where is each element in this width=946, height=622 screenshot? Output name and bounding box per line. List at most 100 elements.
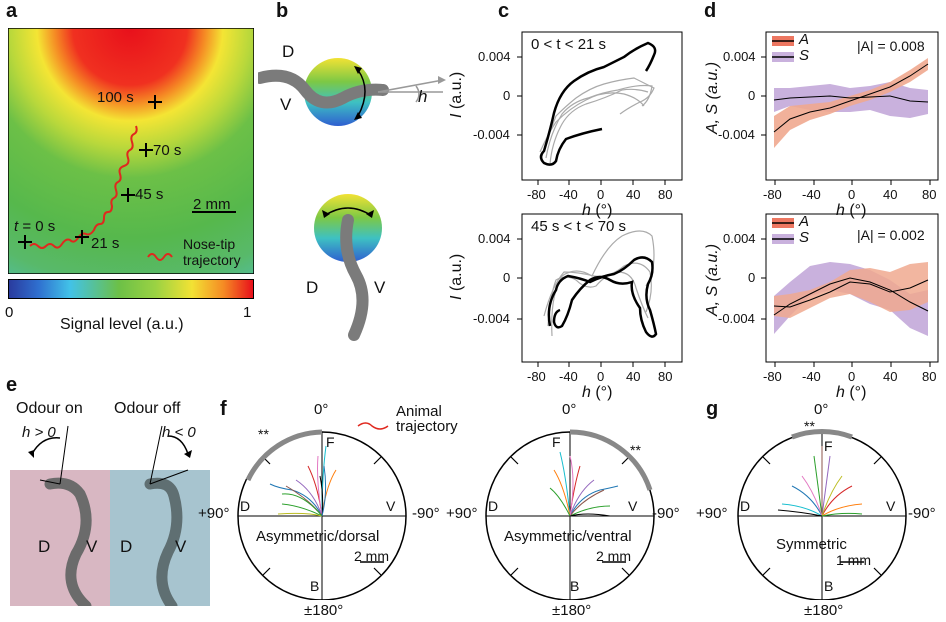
circle-ventral [485,429,655,600]
odour-on-photo [10,470,110,606]
g-left-angle: +90° [696,505,728,522]
legend-trajectory-swatch [147,253,173,261]
d-ylabel-bottom: A, S (a.u.) [704,243,721,316]
d-ylabel-top: A, S (a.u.) [704,61,721,134]
c-xtick-bot-4: 80 [658,369,673,384]
time-label-t0: t = 0 s [14,218,56,235]
c-xtick-bot-1: -40 [559,369,578,384]
d-xlabel-top: h (°) [836,202,867,219]
d-xtick-bot-2: 0 [848,369,856,384]
colorbar-label: Signal level (a.u.) [60,316,184,333]
d-xtick-top-4: 80 [922,187,937,202]
panel-g-circle [737,429,907,600]
panel-label-f: f [220,398,227,420]
panel-label-c: c [498,0,510,22]
c-xtick-top-0: -80 [527,187,546,202]
d-abs-top: |A| = 0.008 [857,38,925,54]
f2-bottom-angle: ±180° [552,602,592,619]
f2-F: F [552,434,561,450]
d-abs-bottom: |A| = 0.002 [857,227,925,243]
f1-left-angle: +90° [198,505,230,522]
e-V1: V [86,537,98,556]
g-B: B [824,578,834,594]
e-D1: D [38,537,51,556]
d-top-legend-S: S [799,47,810,64]
g-bottom-angle: ±180° [804,602,844,619]
f2-scale: 2 mm [596,548,631,564]
f2-left-angle: +90° [446,505,478,522]
f1-top-angle: 0° [314,401,329,418]
odour-on-label: Odour on [16,400,83,417]
g-V: V [886,498,896,514]
d-xtick-top-2: 0 [848,187,856,202]
odour-gradient-map [8,28,254,274]
d-xtick-bot-1: -40 [802,369,821,384]
b-h-label: h [418,87,428,106]
h-negative-label: h < 0 [162,424,196,441]
colorbar [8,279,254,299]
g-sig: ** [804,418,815,434]
time-label-100s: 100 s [97,89,134,106]
odour-off-label: Odour off [114,400,181,417]
d-ytick-bot-2: -0.004 [718,311,755,326]
d-xlabel-bottom: h (°) [836,384,867,401]
head-angle-diagram [258,58,446,341]
c-xtick-top-4: 80 [658,187,673,202]
animal-trajectory-label: Animal trajectory [396,403,458,435]
c-ytick-bot-2: -0.004 [473,311,510,326]
panel-label-g: g [706,398,719,420]
f1-F: F [326,434,335,450]
sphere-top [304,58,372,126]
legend-label-a: Nose-tip trajectory [183,236,241,268]
c-xtick-bot-3: 40 [626,369,641,384]
time-label-45s: 45 s [135,186,164,203]
d-bottom-legend-A: A [799,213,810,230]
panel-label-a: a [6,0,18,22]
f2-top-angle: 0° [562,401,577,418]
d-top-A-line [773,63,929,133]
f2-sig: ** [630,442,641,458]
d-bottom-legend-S: S [799,229,810,246]
d-xtick-bot-3: 40 [883,369,898,384]
f1-scale: 2 mm [354,548,389,564]
h-positive-label: h > 0 [22,424,56,441]
f1-right-angle: -90° [412,505,440,522]
g-label: Symmetric [776,536,847,553]
d-ytick-bot-0: 0.004 [723,231,756,246]
d-xtick-bot-0: -80 [763,369,782,384]
scale-bar-label-a: 2 mm [193,196,231,213]
animal-trajectory-swatch [357,422,389,430]
c-xtick-bot-0: -80 [527,369,546,384]
f2-right-angle: -90° [652,505,680,522]
c-top-highlight [539,41,657,166]
colorbar-min: 0 [5,304,14,321]
b-top-D: D [282,42,295,61]
time-label-70s: 70 s [153,142,182,159]
c-xtick-top-2: 0 [597,187,605,202]
panel-d-plots [761,31,939,367]
f2-V: V [628,498,638,514]
d-bottom-A-line [773,279,929,308]
g-right-angle: -90° [908,505,936,522]
e-V2: V [175,537,187,556]
c-ytick-top-2: -0.004 [473,127,510,142]
d-xtick-top-1: -40 [802,187,821,202]
f1-label: Asymmetric/dorsal [256,528,380,545]
c-xtick-top-3: 40 [626,187,641,202]
b-bottom-D: D [306,278,319,297]
g-D: D [740,498,751,514]
f2-D: D [488,498,499,514]
panel-f-circles [237,422,655,600]
c-ytick-top-0: 0.004 [478,49,511,64]
d-bottom-A-band [774,262,928,318]
b-bottom-V: V [374,278,386,297]
d-top-A-band [774,58,928,148]
time-label-21s: 21 s [91,235,120,252]
d-xtick-top-0: -80 [763,187,782,202]
g-scale: 1 mm [836,552,871,568]
f1-B: B [310,578,320,594]
d-top-legend-A: A [799,31,810,48]
d-top-S-line [773,95,929,103]
d-bottom-S-line [773,277,929,316]
c-ylabel-top: I (a.u.) [448,71,465,118]
